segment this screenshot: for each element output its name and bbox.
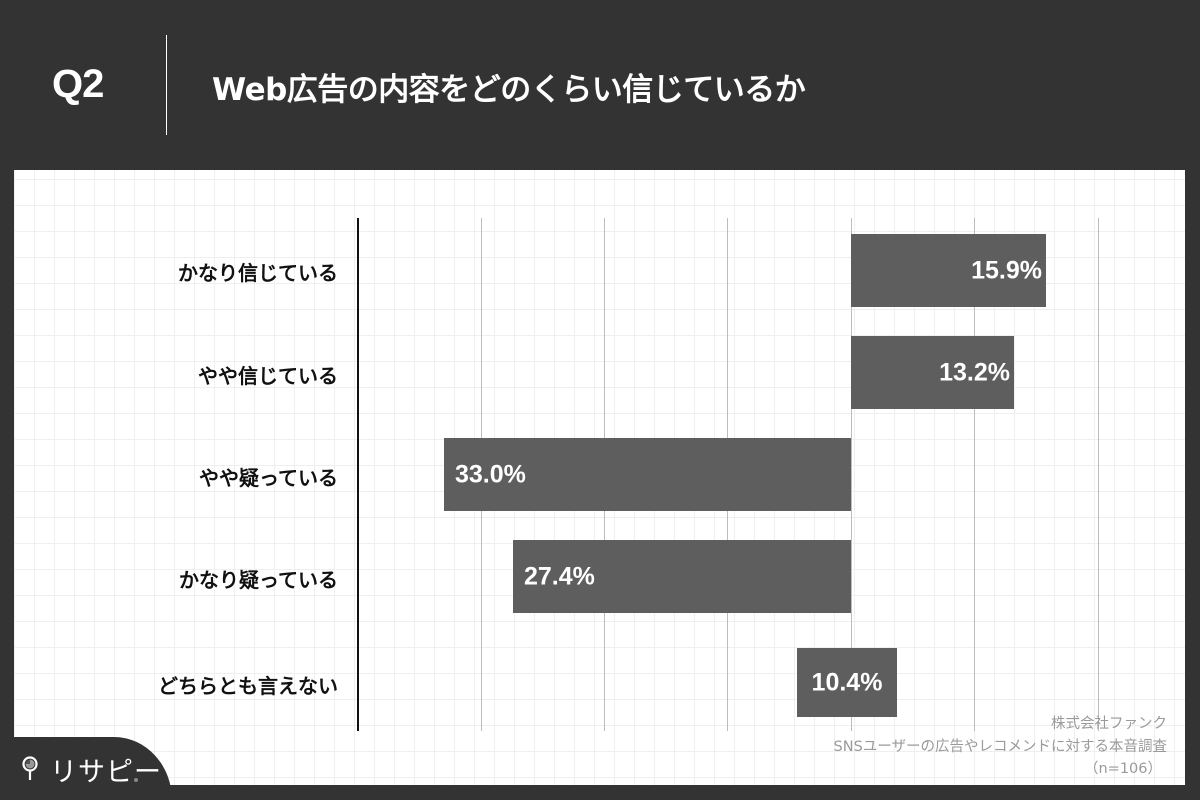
category-label: やや信じている bbox=[198, 364, 338, 388]
question-number: Q2 bbox=[52, 62, 104, 106]
source-survey: SNSユーザーの広告やレコメンドに対する本音調査 bbox=[833, 739, 1167, 755]
category-axis bbox=[357, 218, 359, 731]
source-company: 株式会社ファンク bbox=[1051, 716, 1167, 732]
bar-value-label: 13.2% bbox=[939, 358, 1010, 386]
bar-value-label: 15.9% bbox=[971, 256, 1042, 284]
category-label: やや疑っている bbox=[199, 466, 338, 490]
bar-somewhat-trust: 13.2% bbox=[851, 336, 1014, 409]
header-divider bbox=[166, 35, 167, 135]
bar-value-label: 10.4% bbox=[811, 668, 883, 696]
bar-value-label: 27.4% bbox=[524, 562, 595, 590]
chart-title: Web広告の内容をどのくらい信じているか bbox=[212, 72, 806, 108]
pin-pie-icon bbox=[22, 756, 38, 780]
bar-strongly-doubt: 27.4% bbox=[513, 540, 851, 613]
footer-strip bbox=[0, 785, 1200, 800]
logo-tab bbox=[0, 737, 172, 800]
gridline bbox=[974, 218, 975, 731]
category-label: かなり疑っている bbox=[179, 568, 338, 592]
source-sample-size: （n=106） bbox=[1083, 761, 1162, 777]
gridline bbox=[1098, 218, 1099, 731]
bar-neutral: 10.4% bbox=[797, 648, 897, 717]
logo-dot bbox=[134, 778, 138, 782]
bar-strongly-trust: 15.9% bbox=[851, 234, 1046, 307]
category-label: どちらとも言えない bbox=[158, 674, 338, 698]
logo-text: リサピー bbox=[50, 757, 162, 788]
bar-somewhat-doubt: 33.0% bbox=[444, 438, 851, 511]
header-bar: Q2 Web広告の内容をどのくらい信じているか bbox=[0, 0, 1200, 170]
category-label: かなり信じている bbox=[178, 261, 338, 285]
bar-value-label: 33.0% bbox=[455, 460, 526, 488]
zero-gridline bbox=[851, 218, 852, 731]
